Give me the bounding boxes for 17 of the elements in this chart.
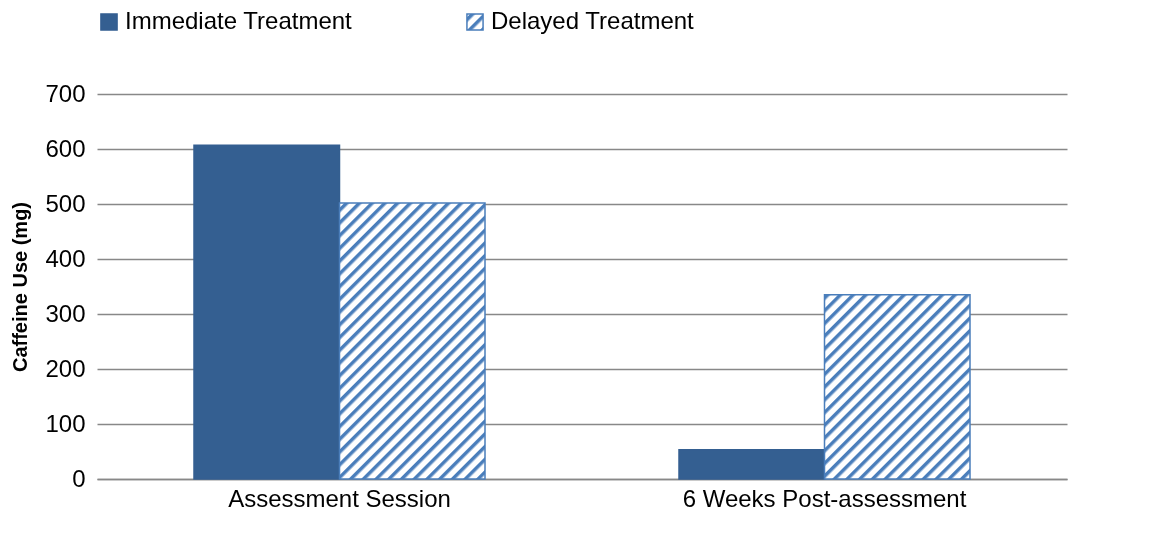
legend-label: Immediate Treatment xyxy=(125,7,353,34)
y-tick-label: 300 xyxy=(45,299,86,327)
y-tick-label: 500 xyxy=(45,189,86,217)
y-tick-label: 700 xyxy=(45,79,86,107)
x-tick-label: 6 Weeks Post-assessment xyxy=(682,484,967,512)
bar xyxy=(678,449,826,480)
y-tick-label: 0 xyxy=(72,464,86,492)
x-tick-label: Assessment Session xyxy=(228,484,451,512)
bar xyxy=(193,144,341,480)
y-tick-label: 200 xyxy=(45,354,86,382)
y-tick-label: 600 xyxy=(45,134,86,162)
y-tick-label: 100 xyxy=(45,409,86,437)
bar xyxy=(823,294,971,480)
y-tick-label: 400 xyxy=(45,244,86,272)
legend-label: Delayed Treatment xyxy=(491,7,695,34)
y-axis-title: Caffeine Use (mg) xyxy=(9,201,32,373)
bar xyxy=(338,202,486,480)
